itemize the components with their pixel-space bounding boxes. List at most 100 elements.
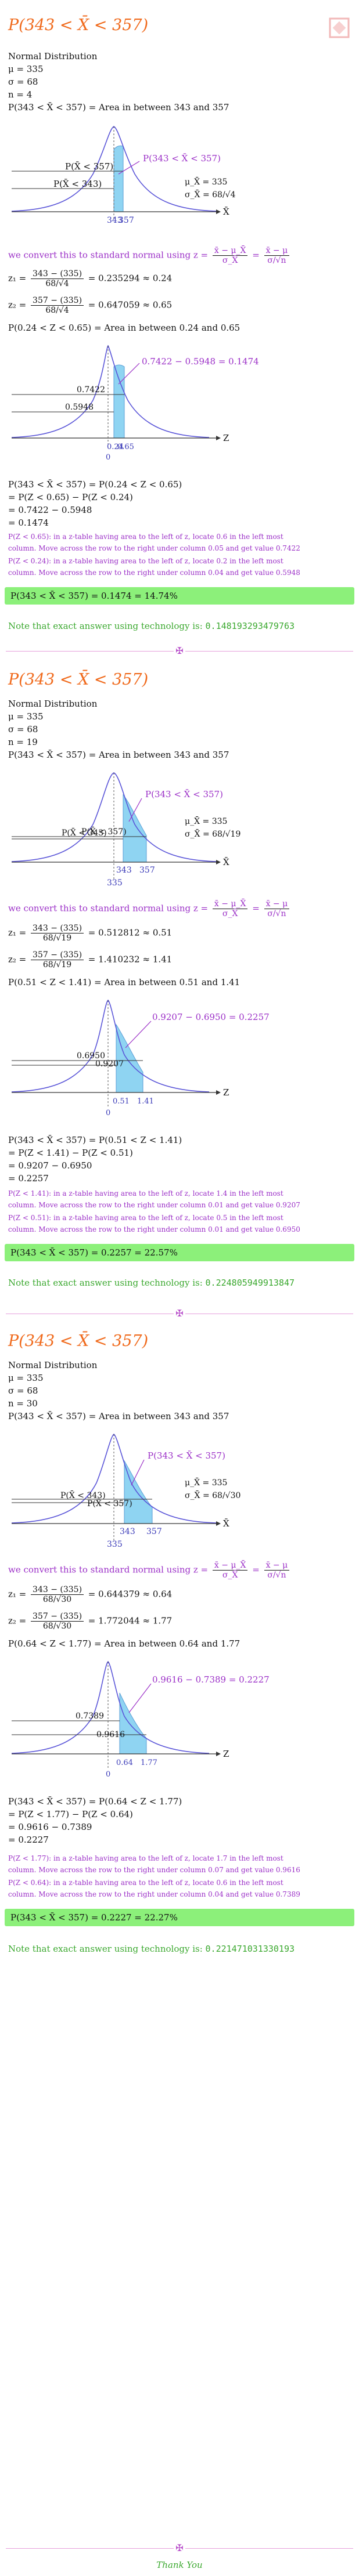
step-line: = 0.2257 — [8, 1173, 49, 1184]
shaded-area — [116, 1023, 143, 1093]
given-line: μ = 335 — [8, 1373, 44, 1383]
shaded-area — [113, 145, 124, 212]
section-title: P(343 < X̄ < 357) — [8, 671, 149, 689]
given-line: σ = 68 — [8, 724, 38, 735]
tick-b: 357 — [139, 866, 155, 875]
label-a: P(X̄ < 357) — [87, 1498, 132, 1508]
small-label: 0.5948 — [65, 403, 94, 412]
step-line: = 0.1474 — [8, 518, 49, 528]
given-line: Normal Distribution — [8, 1360, 98, 1370]
small-label: 0.6950 — [77, 1051, 105, 1061]
z-normal-curve-graph: 0.7422 − 0.5948 = 0.1474 0.7422 0.5948 Z… — [11, 345, 259, 462]
arrow-label: 0.7422 − 0.5948 = 0.1474 — [142, 356, 259, 367]
given-line: σ = 68 — [8, 1385, 38, 1396]
ornament-icon: ✠ — [174, 2544, 185, 2553]
thank-you-text: Thank You — [156, 2560, 203, 2570]
sigma-label: σ_X̄ = 68/√4 — [185, 189, 236, 200]
tick-a: 343 — [107, 216, 123, 225]
axis-label: Z — [223, 433, 229, 443]
arrow-label: P(343 < X̄ < 357) — [145, 789, 223, 799]
convert-line: we convert this to standard normal using… — [8, 899, 291, 918]
convert-line: we convert this to standard normal using… — [8, 246, 291, 265]
mu-label: μ_X̄ = 335 — [185, 1477, 227, 1488]
axis-arrow-icon — [216, 209, 221, 214]
shaded-area — [119, 1692, 147, 1754]
label-b: P(X̄ < 343) — [62, 827, 107, 838]
step-line: = 0.7422 − 0.5948 — [8, 505, 92, 515]
tick-b: 0.65 — [117, 443, 134, 451]
tick-a: 0.51 — [113, 1097, 130, 1106]
solution-section-2: P(343 < X̄ < 357) Normal Distribution μ … — [0, 656, 359, 1503]
z1-line: z₁ = 343 − (335) 68/√30 = 0.644379 ≈ 0.64 — [8, 1585, 173, 1604]
mu-label: μ_X̄ = 335 — [185, 816, 227, 826]
z2-line: z₂ = 357 − (335) 68/√4 = 0.647059 ≈ 0.65 — [8, 296, 173, 315]
tick-b: 1.77 — [141, 1759, 157, 1767]
big-label: 0.7389 — [76, 1712, 104, 1721]
step-line: P(343 < X̄ < 357) = P(0.51 < Z < 1.41) — [8, 1135, 182, 1145]
ztable-note: column. Move across the row to the right… — [8, 569, 300, 577]
shaded-area — [123, 794, 147, 863]
answer-box: P(343 < X̄ < 357) = 0.2227 = 22.27% — [5, 1909, 354, 1926]
arrow-label: 0.9207 − 0.6950 = 0.2257 — [152, 1012, 270, 1022]
z-area-line: P(0.51 < Z < 1.41) = Area in between 0.5… — [8, 977, 240, 987]
step-line: = 0.2227 — [8, 1835, 49, 1845]
arrow-label: P(343 < X̄ < 357) — [143, 153, 221, 164]
axis-label: Z — [223, 1749, 229, 1759]
step-line: = 0.9207 − 0.6950 — [8, 1160, 92, 1171]
z1-line: z₁ = 343 − (335) 68/√4 = 0.235294 ≈ 0.24 — [8, 269, 173, 288]
ztable-note: column. Move across the row to the right… — [8, 1890, 300, 1898]
xbar-normal-curve-graph: P(343 < X̄ < 357) P(X̄ < 357) P(X̄ < 343… — [11, 772, 240, 888]
ztable-note: column. Move across the row to the right… — [8, 1201, 300, 1209]
big-label: 0.9207 — [95, 1059, 124, 1069]
axis-arrow-icon — [216, 1752, 221, 1756]
axis-arrow-icon — [216, 436, 221, 440]
convert-text: we convert this to standard normal using… — [8, 249, 211, 261]
ornament-icon: ✠ — [174, 1309, 185, 1318]
step-line: = P(Z < 0.65) − P(Z < 0.24) — [8, 492, 133, 502]
axis-label: X̄ — [223, 207, 229, 217]
xbar-normal-curve-graph: P(343 < X̄ < 357) P(X̄ < 357) P(X̄ < 343… — [11, 1434, 240, 1549]
ztable-note: P(Z < 0.51): in a z-table having area to… — [8, 1214, 283, 1222]
tick-zero: 0 — [106, 1109, 110, 1117]
solution-section-1: P(343 < X̄ < 357) Normal Distribution μ … — [0, 0, 359, 847]
big-label: 0.7422 — [77, 385, 105, 395]
tick-a: 0.64 — [116, 1759, 133, 1767]
step-line: P(343 < X̄ < 357) = P(0.24 < Z < 0.65) — [8, 479, 182, 490]
label-b: P(X̄ < 343) — [60, 1490, 106, 1500]
technology-note: Note that exact answer using technology … — [8, 1944, 295, 1954]
axis-label: X̄ — [223, 1518, 229, 1529]
given-line: μ = 335 — [8, 711, 44, 722]
z-normal-curve-graph: 0.9616 − 0.7389 = 0.2227 0.7389 0.9616 Z… — [11, 1660, 270, 1779]
tick-b: 357 — [119, 216, 134, 225]
given-line: μ = 335 — [8, 64, 44, 74]
ztable-note: P(Z < 0.64): in a z-table having area to… — [8, 1879, 283, 1887]
given-line: Normal Distribution — [8, 699, 98, 709]
given-line: Normal Distribution — [8, 51, 98, 61]
axis-label: X̄ — [223, 857, 229, 867]
sigma-label: σ_X̄ = 68/√30 — [185, 1490, 240, 1500]
given-line: P(343 < X̄ < 357) = Area in between 343 … — [8, 102, 229, 113]
z1-line: z₁ = 343 − (335) 68/√19 = 0.512812 ≈ 0.51 — [8, 924, 173, 943]
mu-label: μ_X̄ = 335 — [185, 176, 227, 187]
ztable-note: P(Z < 1.77): in a z-table having area to… — [8, 1854, 283, 1862]
z2-line: z₂ = 357 − (335) 68/√30 = 1.772044 ≈ 1.77 — [8, 1612, 173, 1631]
technology-note: Note that exact answer using technology … — [8, 1278, 295, 1288]
given-line: n = 30 — [8, 1398, 38, 1409]
ztable-note: P(Z < 0.65): in a z-table having area to… — [8, 533, 283, 541]
given-line: P(343 < X̄ < 357) = Area in between 343 … — [8, 1411, 229, 1421]
step-line: P(343 < X̄ < 357) = P(0.64 < Z < 1.77) — [8, 1796, 182, 1807]
small-label: 0.9616 — [96, 1730, 125, 1739]
tick-mu: 335 — [107, 1540, 123, 1549]
answer-box: P(343 < X̄ < 357) = 0.2257 = 22.57% — [5, 1244, 354, 1261]
label-b: P(X̄ < 343) — [53, 179, 102, 189]
tick-mu: 335 — [107, 878, 123, 888]
label-a: P(X̄ < 357) — [65, 161, 113, 172]
ztable-note: column. Move across the row to the right… — [8, 1225, 300, 1233]
label-a: P(X̄ < 357) — [81, 826, 127, 837]
z-area-line: P(0.64 < Z < 1.77) = Area in between 0.6… — [8, 1638, 240, 1649]
z-area-line: P(0.24 < Z < 0.65) = Area in between 0.2… — [8, 323, 240, 333]
given-line: σ = 68 — [8, 77, 38, 87]
arrow-label: P(343 < X̄ < 357) — [148, 1450, 225, 1461]
answer-box: P(343 < X̄ < 357) = 0.1474 = 14.74% — [5, 587, 354, 605]
technology-note: Note that exact answer using technology … — [8, 621, 295, 631]
